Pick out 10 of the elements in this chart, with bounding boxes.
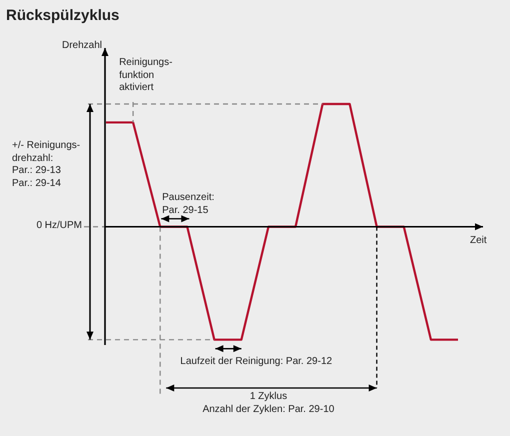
text: Anzahl der Zyklen: Par. 29-10 [202,404,334,416]
text: Laufzeit der Reinigung: Par. 29-12 [180,356,332,368]
text: +/- Reinigungs- drehzahl: Par.: 29-13 Par.: 29-14 [12,140,80,190]
text: Drehzahl [62,40,102,52]
chart-title: Rückspülzyklus [6,7,120,24]
text: Reinigungs- funktion aktiviert [119,57,172,94]
text: 1 Zyklus [250,391,288,404]
annotation: Pausenzeit: Par. 29-15 [162,192,214,217]
text: 0 Hz/UPM [36,220,82,232]
x-axis-title: Zeit [470,234,487,248]
